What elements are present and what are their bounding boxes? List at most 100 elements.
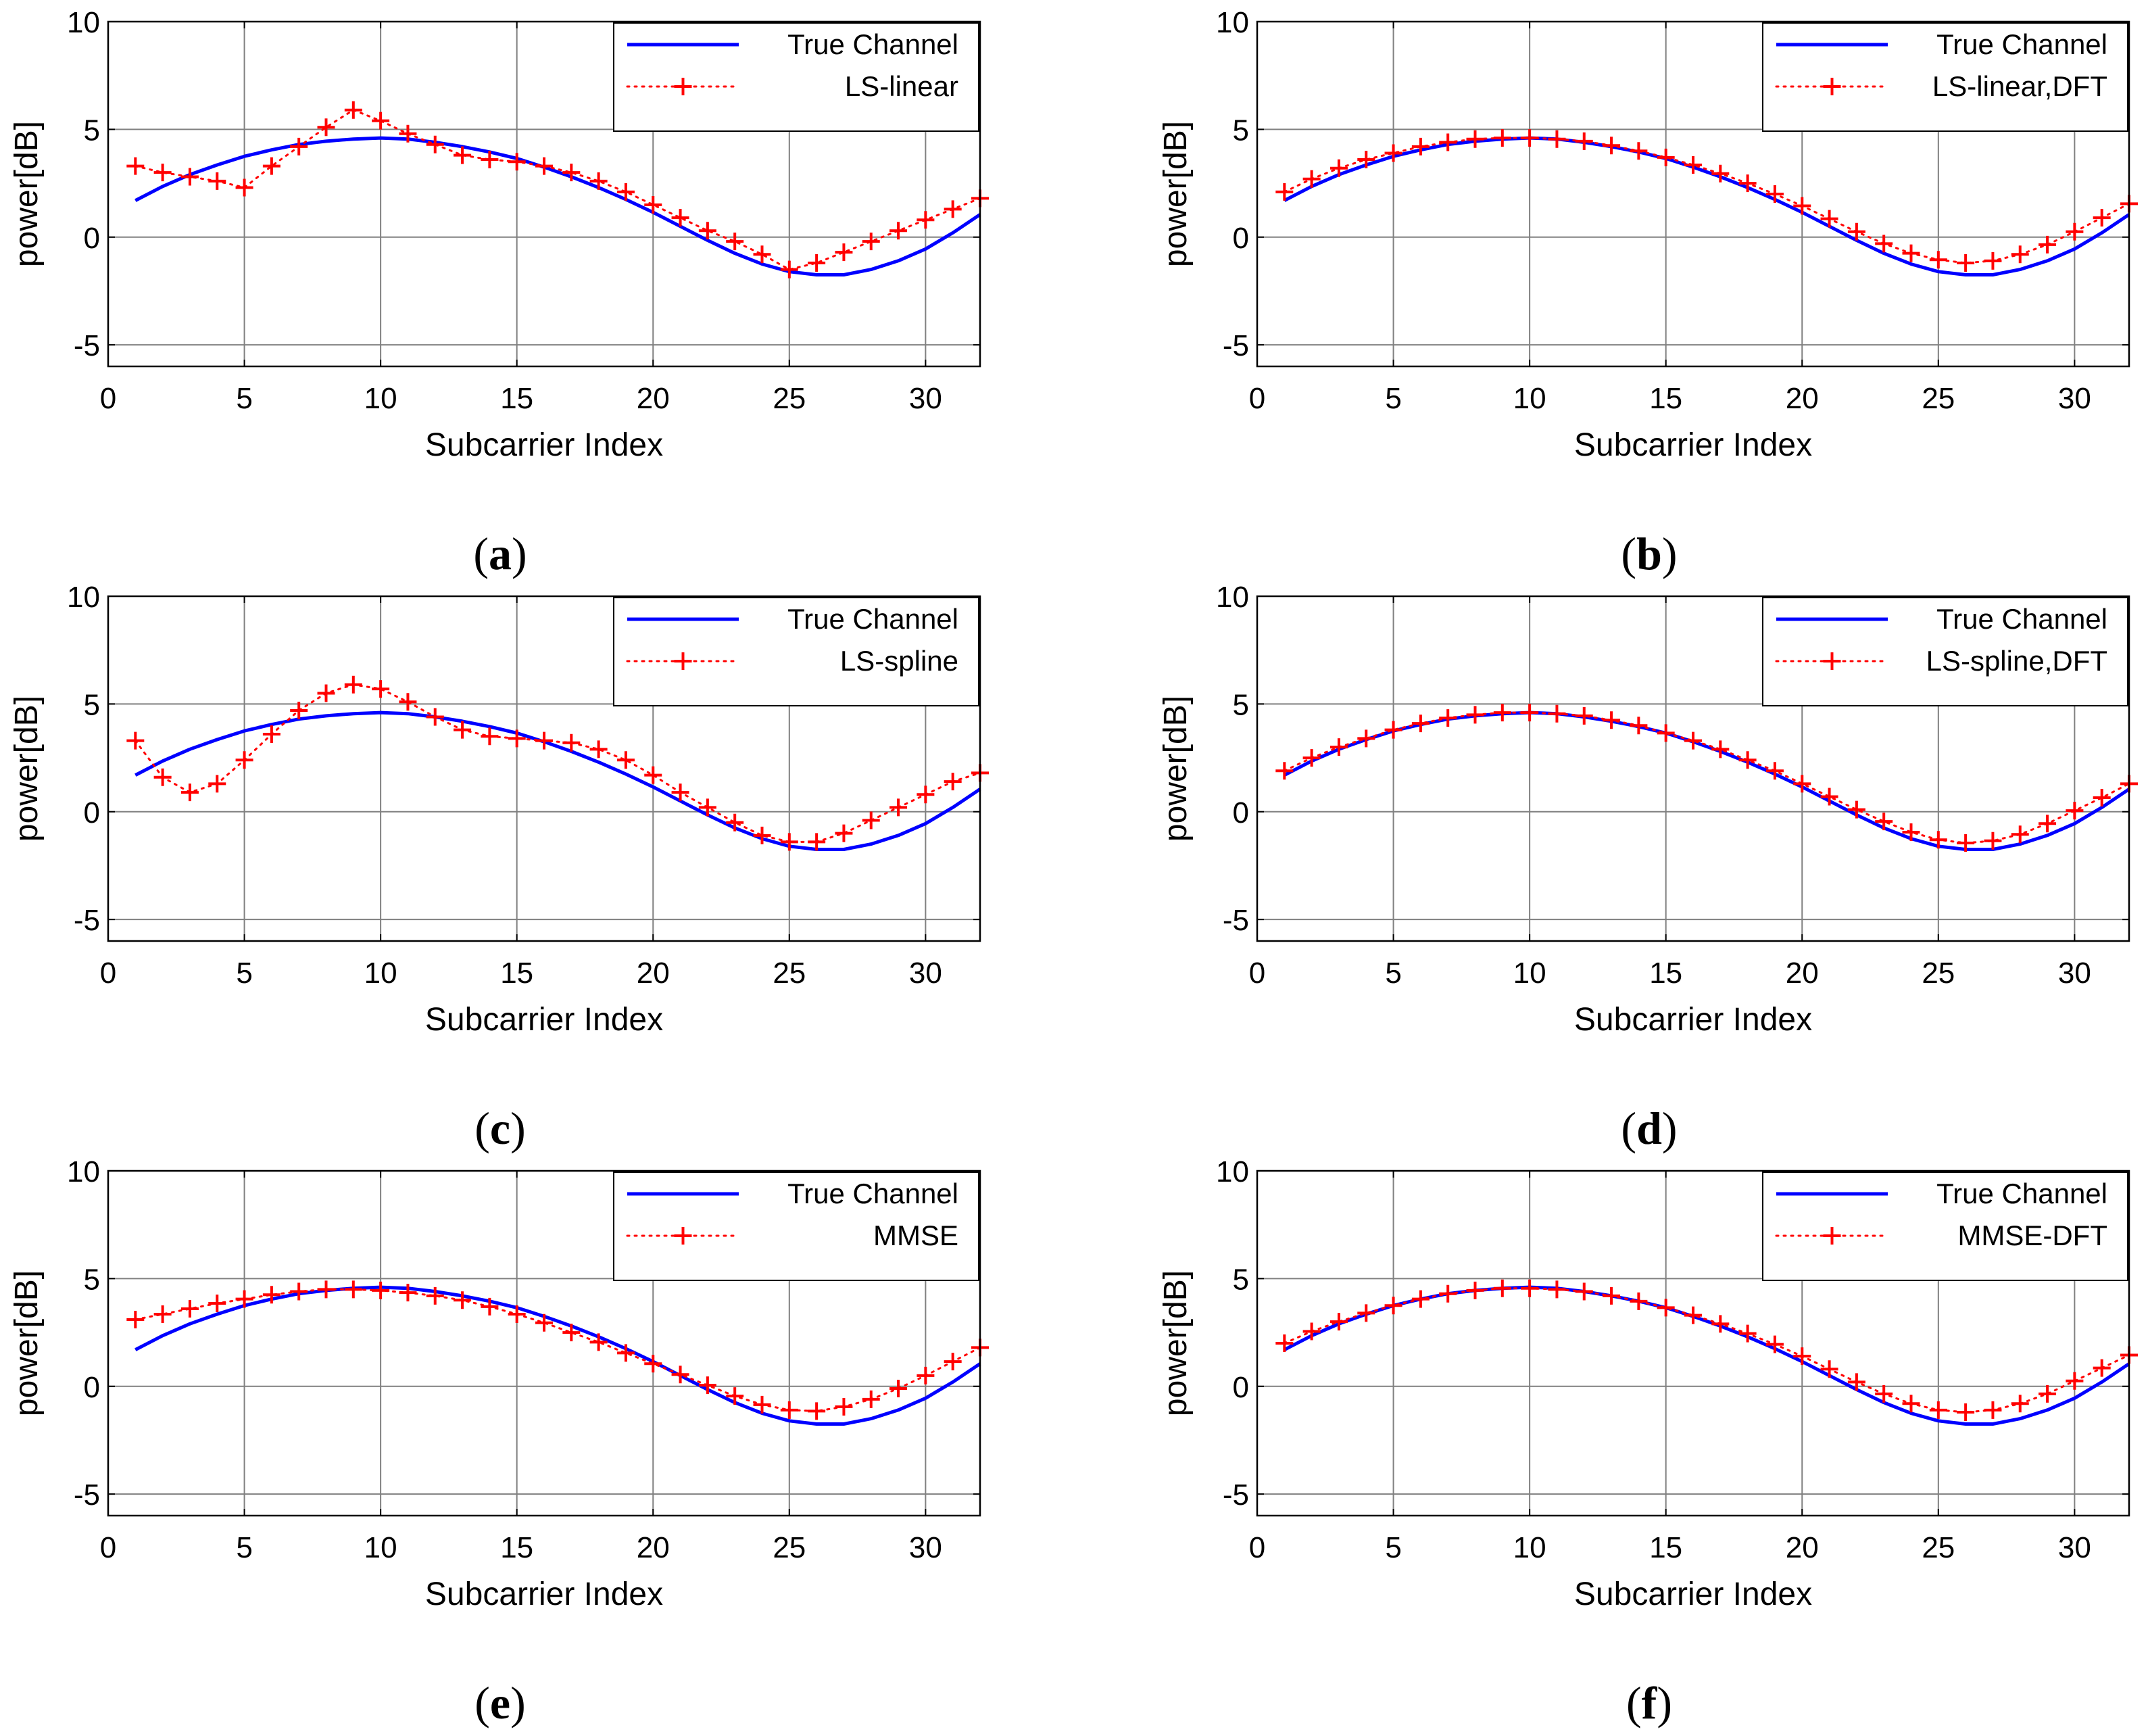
data-point-plus [2011, 245, 2029, 264]
x-axis-title: Subcarrier Index [425, 1576, 663, 1612]
caption-letter: f [1642, 1677, 1658, 1729]
legend-label: LS-linear,DFT [1932, 70, 2107, 102]
data-point-plus [1875, 235, 1893, 253]
legend: True Channel LS-linear [613, 22, 979, 132]
data-point-plus [917, 1366, 935, 1384]
data-point-plus [1902, 823, 1920, 842]
data-point-plus [1575, 706, 1593, 725]
data-point-plus [862, 1390, 880, 1408]
data-point-plus [726, 1387, 744, 1405]
axes-box [107, 1170, 981, 1517]
x-tick-label: 20 [1786, 1531, 1819, 1564]
x-tick-label: 30 [909, 382, 942, 415]
data-point-plus [1493, 704, 1511, 722]
data-point-plus [1738, 751, 1757, 769]
legend: True Channel MMSE [613, 1172, 979, 1281]
data-point-plus [1575, 132, 1593, 150]
x-tick-label: 15 [500, 1531, 533, 1564]
data-point-plus [1439, 709, 1457, 727]
data-point-plus [2039, 815, 2057, 833]
data-point-plus [1657, 724, 1675, 742]
y-tick-label: 10 [1216, 6, 1249, 39]
data-point-plus [153, 1305, 172, 1323]
data-point-plus [1275, 762, 1294, 780]
data-point-plus [1820, 210, 1838, 228]
data-point-plus [835, 1398, 853, 1416]
data-point-plus [1711, 740, 1730, 758]
x-tick-label: 0 [100, 957, 116, 990]
caption-close-paren: ) [510, 1677, 526, 1729]
data-point-plus [208, 172, 226, 190]
x-tick-label: 25 [1922, 1531, 1955, 1564]
y-tick-label: 10 [67, 1155, 100, 1188]
x-tick-label: 25 [773, 1531, 806, 1564]
data-point-plus [1711, 1315, 1730, 1333]
caption-open-paren: ( [1621, 1103, 1636, 1154]
data-point-plus [372, 1281, 390, 1299]
panel-caption: (d) [1621, 1103, 1677, 1154]
data-point-plus [1984, 251, 2002, 270]
data-point-plus [698, 1376, 716, 1395]
data-point-plus [562, 164, 581, 182]
legend-label: MMSE [873, 1220, 958, 1251]
x-tick-label: 10 [1513, 382, 1546, 415]
y-tick-label: 0 [1233, 796, 1249, 829]
data-point-plus [262, 157, 280, 175]
y-tick-label: 5 [1233, 1263, 1249, 1296]
data-point-plus [1657, 148, 1675, 166]
legend-marker-plus [674, 78, 692, 95]
y-axis-title: power[dB] [9, 696, 45, 842]
data-point-plus [1302, 749, 1321, 767]
data-point-plus [180, 783, 199, 802]
x-tick-label: 5 [236, 957, 252, 990]
data-point-plus [290, 701, 308, 719]
y-axis-title: power[dB] [1158, 121, 1194, 267]
data-point-plus [780, 833, 798, 851]
data-point-plus [208, 1295, 226, 1313]
legend-label: LS-linear [845, 70, 958, 102]
data-point-plus [616, 1344, 635, 1362]
x-tick-label: 20 [637, 1531, 670, 1564]
x-tick-label: 0 [1249, 1531, 1265, 1564]
axes-box [1256, 595, 2130, 942]
caption-open-paren: ( [473, 528, 489, 579]
data-point-plus [726, 233, 744, 251]
data-point-plus [1521, 1279, 1539, 1297]
x-tick-label: 10 [1513, 1531, 1546, 1564]
data-point-plus [2011, 825, 2029, 844]
data-point-plus [1957, 254, 1975, 272]
legend-box [1762, 1172, 2128, 1281]
data-point-plus [1466, 130, 1484, 148]
caption-letter: b [1636, 528, 1662, 579]
data-point-plus [2066, 222, 2084, 241]
legend-label: True Channel [787, 1178, 958, 1209]
data-point-plus [180, 1300, 199, 1318]
data-point-plus [1684, 155, 1702, 174]
x-tick-label: 30 [909, 957, 942, 990]
data-point-plus [180, 168, 199, 186]
x-tick-label: 0 [1249, 382, 1265, 415]
data-point-plus [1765, 185, 1784, 203]
data-point-plus [808, 254, 826, 272]
caption-close-paren: ) [1662, 528, 1678, 579]
data-point-plus [1384, 144, 1402, 162]
caption-open-paren: ( [1626, 1677, 1642, 1729]
data-point-plus [1493, 129, 1511, 147]
legend-label: True Channel [787, 603, 958, 635]
data-point-plus [317, 1280, 335, 1299]
caption-close-paren: ) [510, 1103, 526, 1154]
data-point-plus [1357, 729, 1375, 748]
data-point-plus [1548, 704, 1566, 723]
legend-label: True Channel [1936, 1178, 2107, 1209]
data-point-plus [2011, 1395, 2029, 1413]
data-point-plus [589, 740, 608, 758]
legend-box [1762, 597, 2128, 706]
y-tick-label: 0 [1233, 1371, 1249, 1404]
data-point-plus [562, 733, 581, 752]
data-point-plus [1329, 738, 1348, 756]
data-point-plus [1329, 1313, 1348, 1331]
x-tick-label: 0 [100, 382, 116, 415]
data-point-plus [944, 200, 962, 218]
x-tick-label: 10 [1513, 957, 1546, 990]
data-point-plus [372, 680, 390, 698]
